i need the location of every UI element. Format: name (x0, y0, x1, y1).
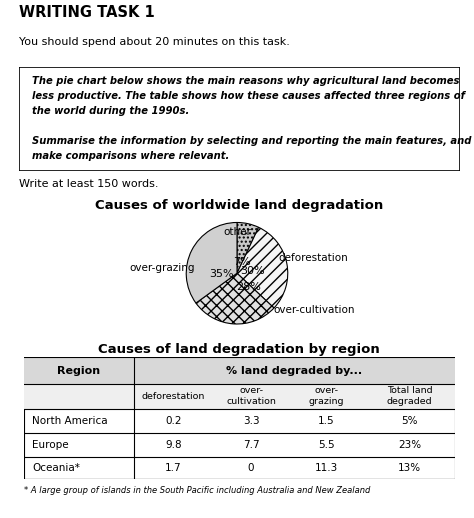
Text: 0: 0 (248, 463, 254, 473)
Text: 0.2: 0.2 (165, 416, 182, 426)
Wedge shape (186, 223, 237, 303)
Text: Causes of land degradation by region: Causes of land degradation by region (99, 343, 380, 356)
Text: Region: Region (57, 366, 100, 376)
Text: 1.5: 1.5 (318, 416, 335, 426)
Text: over-cultivation: over-cultivation (273, 305, 355, 315)
Text: 11.3: 11.3 (315, 463, 338, 473)
Text: over-
grazing: over- grazing (309, 386, 344, 406)
Text: WRITING TASK 1: WRITING TASK 1 (19, 5, 155, 20)
Text: 3.3: 3.3 (243, 416, 259, 426)
Text: Causes of worldwide land degradation: Causes of worldwide land degradation (95, 199, 383, 212)
Text: make comparisons where relevant.: make comparisons where relevant. (32, 151, 229, 161)
Text: You should spend about 20 minutes on this task.: You should spend about 20 minutes on thi… (19, 36, 290, 47)
Text: North America: North America (32, 416, 108, 426)
Text: Europe: Europe (32, 440, 69, 450)
Text: 23%: 23% (398, 440, 421, 450)
Text: The pie chart below shows the main reasons why agricultural land becomes: The pie chart below shows the main reaso… (32, 76, 460, 85)
Text: 9.8: 9.8 (165, 440, 182, 450)
Text: Total land
degraded: Total land degraded (387, 386, 433, 406)
Text: 1.7: 1.7 (165, 463, 182, 473)
Wedge shape (196, 274, 274, 324)
Bar (24, 357, 455, 384)
Text: the world during the 1990s.: the world during the 1990s. (32, 106, 190, 116)
Text: over-
cultivation: over- cultivation (226, 386, 276, 406)
Text: % land degraded by...: % land degraded by... (226, 366, 363, 376)
Text: 7%: 7% (233, 257, 250, 267)
Text: 13%: 13% (398, 463, 421, 473)
Text: over-grazing: over-grazing (130, 263, 195, 273)
Text: 30%: 30% (240, 266, 264, 276)
Text: Summarise the information by selecting and reporting the main features, and: Summarise the information by selecting a… (32, 136, 472, 146)
Text: 7.7: 7.7 (243, 440, 259, 450)
Text: * A large group of islands in the South Pacific including Australia and New Zeal: * A large group of islands in the South … (24, 486, 370, 495)
Text: 28%: 28% (236, 282, 261, 293)
Text: Oceania*: Oceania* (32, 463, 80, 473)
Text: 5%: 5% (401, 416, 418, 426)
Text: other: other (223, 227, 251, 237)
Text: less productive. The table shows how these causes affected three regions of: less productive. The table shows how the… (32, 91, 465, 100)
Text: 5.5: 5.5 (318, 440, 335, 450)
Text: Write at least 150 words.: Write at least 150 words. (19, 179, 158, 190)
Text: deforestation: deforestation (279, 253, 348, 263)
Text: deforestation: deforestation (142, 392, 205, 401)
Bar (24, 384, 455, 409)
Wedge shape (237, 223, 259, 274)
Text: 35%: 35% (210, 269, 234, 279)
Wedge shape (237, 227, 288, 308)
